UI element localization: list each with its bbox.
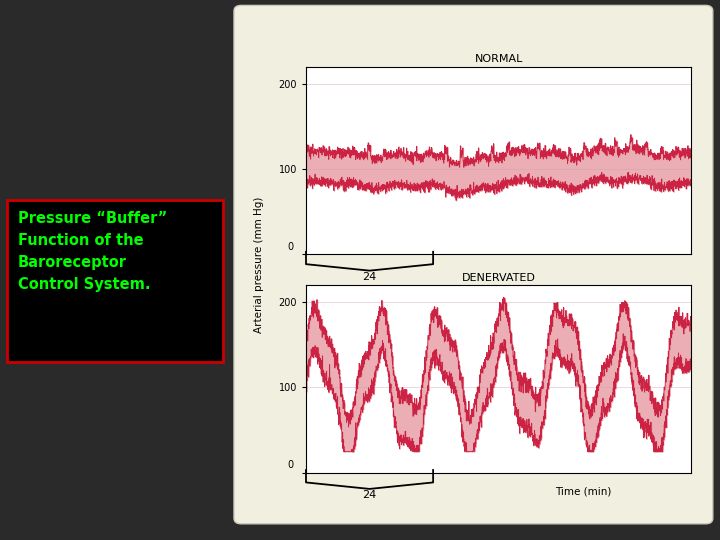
Text: 0: 0 xyxy=(287,242,293,252)
Title: NORMAL: NORMAL xyxy=(474,55,523,64)
Text: 24: 24 xyxy=(362,490,377,500)
Text: 24: 24 xyxy=(362,272,377,282)
Text: 0: 0 xyxy=(287,460,293,470)
Text: Time (min): Time (min) xyxy=(555,486,611,496)
Title: DENERVATED: DENERVATED xyxy=(462,273,536,283)
Text: Arterial pressure (mm Hg): Arterial pressure (mm Hg) xyxy=(254,197,264,333)
Text: Pressure “Buffer”
Function of the
Baroreceptor
Control System.: Pressure “Buffer” Function of the Barore… xyxy=(18,211,167,292)
